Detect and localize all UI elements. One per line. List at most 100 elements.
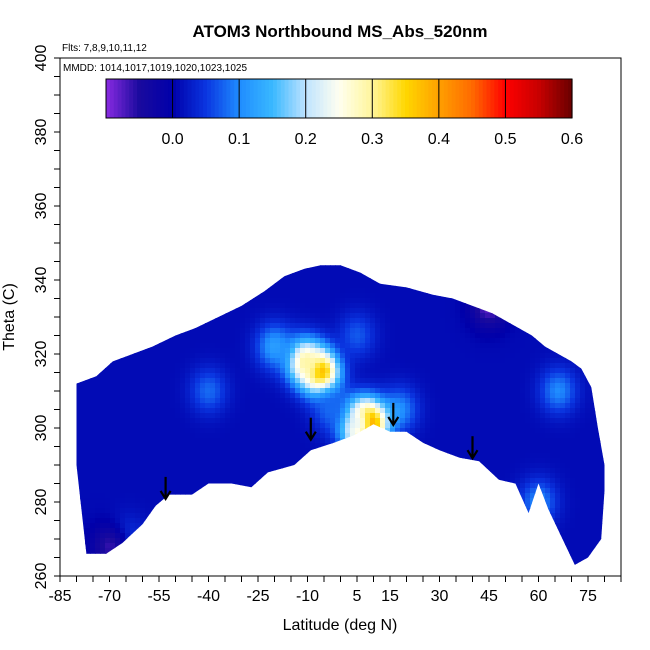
heatmap-cell: [300, 283, 306, 289]
heatmap-cell: [300, 493, 306, 499]
heatmap-cell: [270, 293, 276, 299]
heatmap-cell: [155, 548, 161, 554]
heatmap-cell: [90, 558, 96, 564]
heatmap-cell: [185, 358, 191, 364]
heatmap-cell: [65, 288, 71, 294]
heatmap-cell: [85, 368, 91, 374]
heatmap-cell: [330, 278, 336, 284]
heatmap-cell: [245, 328, 251, 334]
heatmap-cell: [240, 248, 246, 254]
heatmap-cell: [150, 533, 156, 539]
heatmap-cell: [140, 308, 146, 314]
heatmap-cell: [125, 453, 131, 459]
heatmap-cell: [235, 548, 241, 554]
heatmap-cell: [230, 253, 236, 259]
heatmap-cell: [190, 293, 196, 299]
heatmap-cell: [285, 283, 291, 289]
heatmap-cell: [76, 358, 81, 364]
heatmap-cell: [200, 558, 206, 564]
heatmap-cell: [160, 343, 166, 349]
heatmap-cell: [220, 253, 226, 259]
heatmap-cell: [275, 283, 281, 289]
heatmap-cell: [280, 273, 286, 279]
heatmap-cell: [100, 498, 106, 504]
heatmap-cell: [335, 268, 341, 274]
heatmap-cell: [210, 473, 216, 479]
heatmap-cell: [270, 358, 276, 364]
heatmap-cell: [185, 408, 191, 414]
heatmap-cell: [395, 293, 401, 299]
heatmap-cell: [225, 293, 231, 299]
heatmap-cell: [390, 308, 396, 314]
heatmap-cell: [330, 288, 336, 294]
heatmap-cell: [215, 248, 221, 254]
heatmap-cell: [260, 378, 266, 384]
heatmap-cell: [285, 498, 291, 504]
heatmap-cell: [275, 448, 281, 454]
heatmap-cell: [320, 228, 326, 234]
heatmap-cell: [200, 258, 206, 264]
heatmap-cell: [325, 418, 331, 424]
heatmap-cell: [135, 423, 141, 429]
heatmap-cell: [65, 228, 71, 234]
heatmap-cell: [335, 393, 341, 399]
heatmap-cell: [240, 323, 246, 329]
heatmap-cell: [360, 333, 366, 339]
heatmap-cell: [160, 258, 166, 264]
heatmap-cell: [195, 328, 201, 334]
heatmap-cell: [185, 403, 191, 409]
heatmap-cell: [85, 443, 91, 449]
heatmap-cell: [105, 323, 111, 329]
heatmap-cell: [345, 223, 351, 229]
heatmap-cell: [100, 343, 106, 349]
heatmap-cell: [100, 428, 106, 434]
heatmap-cell: [135, 288, 141, 294]
heatmap-cell: [220, 338, 226, 344]
heatmap-cell: [245, 408, 251, 414]
heatmap-cell: [375, 458, 381, 464]
heatmap-cell: [95, 533, 101, 539]
heatmap-cell: [220, 273, 226, 279]
heatmap-cell: [305, 358, 311, 364]
heatmap-cell: [225, 513, 231, 519]
heatmap-cell: [270, 308, 276, 314]
heatmap-cell: [185, 233, 191, 239]
heatmap-cell: [110, 253, 116, 259]
heatmap-cell: [385, 523, 391, 529]
heatmap-cell: [175, 328, 181, 334]
heatmap-cell: [375, 298, 381, 304]
heatmap-cell: [335, 248, 341, 254]
heatmap-cell: [360, 448, 366, 454]
heatmap-cell: [135, 463, 141, 469]
heatmap-cell: [200, 278, 206, 284]
heatmap-cell: [320, 493, 326, 499]
heatmap-cell: [175, 488, 181, 494]
heatmap-cell: [145, 238, 151, 244]
heatmap-cell: [380, 318, 386, 324]
heatmap-cell: [370, 433, 376, 439]
heatmap-cell: [260, 538, 266, 544]
heatmap-cell: [375, 243, 381, 249]
heatmap-cell: [65, 313, 71, 319]
heatmap-cell: [80, 418, 86, 424]
heatmap-cell: [205, 238, 211, 244]
heatmap-cell: [125, 483, 131, 489]
heatmap-cell: [170, 218, 176, 224]
heatmap-cell: [165, 248, 171, 254]
heatmap-cell: [390, 268, 396, 274]
heatmap-cell: [285, 433, 291, 439]
heatmap-cell: [330, 418, 336, 424]
heatmap-cell: [280, 483, 286, 489]
heatmap-cell: [390, 328, 396, 334]
heatmap-cell: [95, 328, 101, 334]
heatmap-cell: [210, 563, 216, 565]
heatmap-cell: [225, 265, 231, 269]
heatmap-cell: [220, 233, 226, 239]
heatmap-cell: [255, 348, 261, 354]
heatmap-cell: [390, 298, 396, 304]
heatmap-cell: [135, 493, 141, 499]
heatmap-cell: [365, 328, 371, 334]
heatmap-cell: [260, 298, 266, 304]
heatmap-cell: [76, 288, 81, 294]
heatmap-cell: [220, 568, 226, 574]
